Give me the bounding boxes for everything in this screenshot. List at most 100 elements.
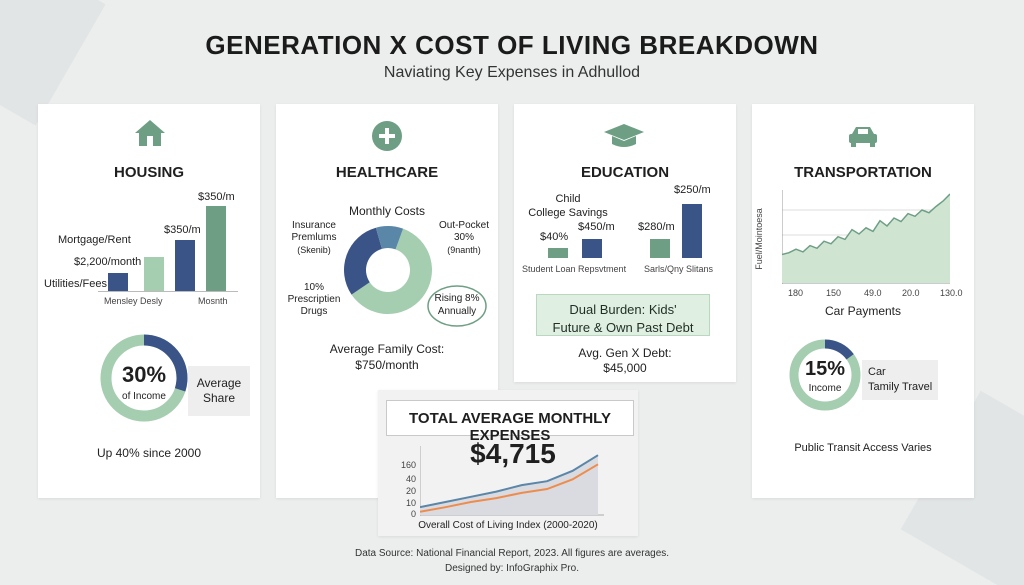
page-subtitle: Naviating Key Expenses in Adhullod: [383, 64, 641, 81]
transportation-legend-2: Tamily Travel: [868, 381, 933, 393]
housing-x-left: Mensley Desly: [104, 296, 163, 306]
education-40-label: $40%: [540, 231, 569, 243]
total-amount: $4,715: [470, 438, 556, 469]
housing-title: HOUSING: [113, 164, 184, 181]
transportation-x-tick: 49.0: [864, 288, 882, 298]
transportation-x-tick: 20.0: [902, 288, 920, 298]
healthcare-donut-chart: [344, 226, 432, 314]
footer-designer: Designed by: InfoGraphix Pro.: [445, 563, 579, 574]
housing-350-top-label: $350/m: [198, 191, 235, 203]
transportation-area-chart: [782, 190, 950, 284]
education-card: EDUCATION Child College Savings $40% $45…: [514, 104, 736, 382]
transportation-legend-box: [862, 360, 938, 400]
total-line-chart: [420, 446, 604, 516]
total-expenses-label: TOTAL AVERAGE MONTHLY EXPENSES: [386, 400, 634, 444]
healthcare-rising-label: Rising 8% Annually: [426, 292, 488, 318]
education-dual-1: Dual Burden: Kids': [569, 302, 677, 317]
transportation-x-tick: 180: [788, 288, 804, 298]
total-y-tick: 20: [405, 486, 416, 496]
housing-share-label-1: Average: [196, 376, 242, 390]
education-bar: [548, 247, 568, 258]
healthcare-rising-1: Rising 8%: [434, 293, 480, 304]
transportation-footer: Public Transit Access Varies: [794, 442, 932, 454]
housing-bar: [175, 240, 195, 291]
healthcare-monthly-costs: Monthly Costs: [348, 204, 426, 218]
healthcare-insurance-1: Insurance: [292, 220, 336, 231]
total-expenses-card: TOTAL AVERAGE MONTHLY EXPENSES $4,715 16…: [378, 390, 638, 536]
education-250-label: $250/m: [674, 184, 711, 196]
housing-350-label: $350/m: [164, 224, 201, 236]
healthcare-average-1: Average Family Cost:: [329, 342, 445, 356]
healthcare-outpocket-3: (9nanth): [447, 245, 481, 255]
housing-bar: [206, 206, 226, 291]
housing-share-box: [188, 366, 250, 416]
transportation-x-tick: 130.0: [940, 288, 963, 298]
housing-donut-value: 30%: [121, 362, 167, 387]
healthcare-insurance-label: Insurance Premlums (Skenib): [282, 220, 346, 256]
total-caption: Overall Cost of Living Index (2000-2020): [418, 520, 598, 531]
housing-donut-caption: of Income: [122, 391, 166, 402]
education-child-label: Child College Savings: [518, 192, 618, 220]
healthcare-outpocket-label: Out-Pocket 30% (9nanth): [432, 220, 496, 256]
healthcare-slice: [344, 227, 382, 295]
transportation-y-label: Fuel/Mointoesa: [753, 208, 764, 270]
housing-bar: [108, 273, 128, 291]
education-child-1: Child: [555, 193, 581, 205]
education-x-right: Sarls/Qny Slitans: [644, 264, 714, 274]
education-bar: [682, 204, 702, 258]
total-y-tick: 40: [405, 474, 416, 484]
education-x-left: Student Loan Repsvtment: [522, 264, 627, 274]
healthcare-rising-2: Annually: [437, 306, 477, 317]
education-450-label: $450/m: [578, 221, 615, 233]
housing-x-right: Mosnth: [198, 296, 228, 306]
education-child-2: College Savings: [528, 207, 608, 219]
housing-axis: [98, 291, 238, 292]
education-dual-2: Future & Own Past Debt: [552, 320, 694, 335]
transportation-income-donut: [789, 339, 861, 411]
healthcare-outpocket-1: Out-Pocket: [438, 220, 490, 231]
education-280-label: $280/m: [638, 221, 675, 233]
page-title: GENERATION X COST OF LIVING BREAKDOWN: [205, 30, 819, 60]
transportation-donut-caption: Income: [808, 383, 842, 394]
healthcare-slice: [375, 226, 404, 250]
transportation-donut-value: 15%: [804, 358, 846, 380]
healthcare-insurance-3: (Skenib): [297, 245, 331, 255]
education-debt-2: $45,000: [603, 361, 647, 375]
housing-utilities-label: Utilities/Fees: [44, 278, 107, 290]
total-y-tick: 160: [400, 460, 416, 470]
education-dual-burden-box: Dual Burden: Kids' Future & Own Past Deb…: [536, 294, 710, 336]
footer-source: Data Source: National Financial Report, …: [354, 548, 670, 559]
healthcare-rising-bubble: [427, 285, 487, 327]
housing-bar: [144, 256, 164, 291]
total-y-tick: 0: [410, 509, 416, 519]
housing-2200-label: $2,200/month: [74, 256, 142, 268]
transportation-x-tick: 150: [826, 288, 842, 298]
transportation-x-caption: Car Payments: [824, 304, 902, 318]
plus-icon: [372, 121, 402, 151]
education-bar: [650, 238, 670, 258]
healthcare-slice: [351, 228, 432, 314]
healthcare-rx-1: 10%: [303, 282, 324, 293]
healthcare-rx-3: Drugs: [300, 306, 328, 317]
housing-share-label-2: Share: [202, 391, 236, 405]
healthcare-rx-2: Prescriptien: [287, 294, 341, 305]
car-icon: [849, 127, 877, 147]
education-title: EDUCATION: [580, 164, 670, 181]
housing-footer: Up 40% since 2000: [96, 446, 202, 460]
healthcare-outpocket-2: 30%: [453, 232, 474, 243]
housing-mortgage-label: Mortgage/Rent: [58, 234, 131, 246]
transportation-title: TRANSPORTATION: [794, 164, 932, 181]
healthcare-insurance-2: Premlums: [291, 232, 337, 243]
housing-income-donut: [100, 334, 188, 422]
house-icon: [135, 120, 165, 146]
healthcare-title: HEALTHCARE: [335, 164, 439, 181]
education-bar: [582, 238, 602, 258]
education-debt-1: Avg. Gen X Debt:: [578, 346, 672, 360]
healthcare-rx-label: 10% Prescriptien Drugs: [282, 282, 346, 318]
housing-card: HOUSING Mortgage/Rent $2,200/month Utili…: [38, 104, 260, 498]
total-y-tick: 10: [405, 498, 416, 508]
transportation-card: TRANSPORTATION Fuel/Mointoesa 180 150 49.0…: [752, 104, 974, 498]
healthcare-average-2: $750/month: [355, 358, 419, 372]
transportation-legend-1: Car: [868, 366, 886, 378]
graduation-cap-icon: [604, 124, 644, 147]
